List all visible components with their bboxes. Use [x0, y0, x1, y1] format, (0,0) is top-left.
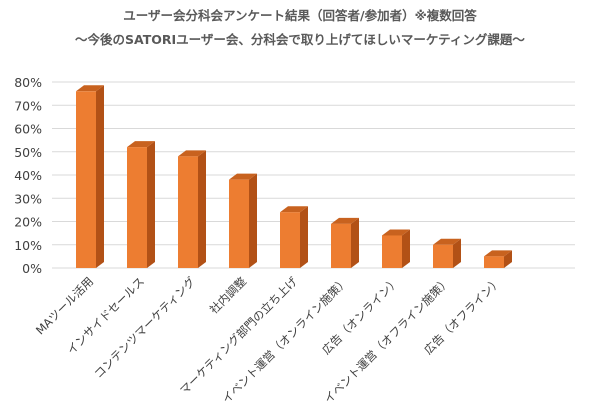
- bar-top: [484, 250, 512, 257]
- y-tick-label: 50%: [14, 145, 42, 160]
- bar: [280, 206, 308, 268]
- bar-front: [76, 91, 96, 268]
- y-tick-label: 70%: [14, 98, 42, 113]
- bar-side: [453, 238, 461, 268]
- bar-top: [331, 217, 359, 224]
- bar-front: [178, 156, 198, 268]
- bar-top: [127, 141, 155, 148]
- chart-title: ユーザー会分科会アンケート結果（回答者/参加者）※複数回答: [123, 8, 477, 23]
- y-tick-label: 30%: [14, 191, 42, 206]
- bar-side: [249, 173, 257, 268]
- bar: [178, 150, 206, 268]
- bar-front: [127, 147, 147, 268]
- bar-side: [198, 150, 206, 268]
- bar-side: [504, 250, 512, 268]
- bar: [229, 173, 257, 268]
- y-tick-label: 20%: [14, 215, 42, 230]
- y-tick-label: 0%: [22, 261, 42, 276]
- bar-front: [433, 244, 453, 268]
- y-tick-label: 80%: [14, 75, 42, 90]
- bar: [331, 217, 359, 268]
- bar-top: [76, 85, 104, 92]
- x-tick-label: 社内調整: [207, 274, 250, 317]
- bar-top: [229, 173, 257, 180]
- bar-side: [300, 206, 308, 268]
- y-tick-label: 60%: [14, 122, 42, 137]
- y-axis-ticks: 0% 10% 20% 30% 40% 50% 60% 70% 80%: [14, 75, 42, 276]
- bar-top: [280, 206, 308, 213]
- bar-side: [96, 85, 104, 268]
- bar: [127, 141, 155, 268]
- bar: [484, 250, 512, 268]
- bar-top: [382, 229, 410, 236]
- y-tick-label: 10%: [14, 238, 42, 253]
- chart-subtitle: ～今後のSATORIユーザー会、分科会で取り上げてほしいマーケティング課題～: [75, 32, 525, 47]
- bar-front: [382, 235, 402, 268]
- bar-top: [178, 150, 206, 157]
- bar-side: [402, 229, 410, 268]
- bar-side: [147, 141, 155, 268]
- bar: [433, 238, 461, 268]
- x-tick-label: コンテンツマーケティング: [91, 274, 198, 381]
- bar-side: [351, 217, 359, 268]
- bar-front: [484, 256, 504, 268]
- bars: [76, 85, 512, 268]
- bar: [76, 85, 104, 268]
- bar-front: [280, 212, 300, 268]
- bar-front: [331, 223, 351, 268]
- y-tick-label: 40%: [14, 168, 42, 183]
- bar: [382, 229, 410, 268]
- bar-top: [433, 238, 461, 245]
- bar-front: [229, 179, 249, 268]
